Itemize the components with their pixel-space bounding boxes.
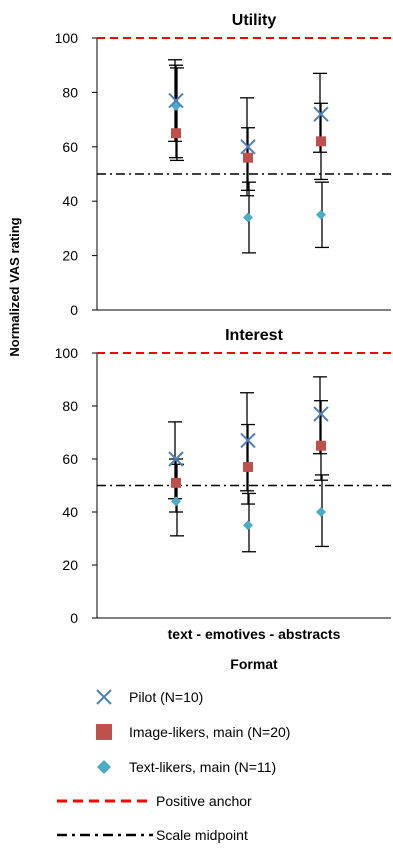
y-tick-label: 80 <box>62 398 78 414</box>
y-tick-label: 60 <box>62 451 78 467</box>
y-tick-label: 20 <box>62 248 78 264</box>
y-tick-label: 0 <box>70 302 78 318</box>
image-point <box>316 136 326 147</box>
legend-item-anchor: Positive anchor <box>57 793 252 809</box>
text-point <box>316 507 326 517</box>
y-axis-label: Normalized VAS rating <box>7 217 22 356</box>
legend-item-midpoint: Scale midpoint <box>57 827 248 843</box>
text-point <box>316 209 326 220</box>
y-tick-label: 40 <box>62 193 78 209</box>
error-bar <box>170 67 184 162</box>
legend-label: Positive anchor <box>156 793 252 809</box>
pilot-point <box>168 451 184 467</box>
panel-utility: Utility 0 20 40 60 80 100 <box>55 12 391 318</box>
text-point <box>243 212 253 223</box>
legend-swatch <box>96 689 112 705</box>
pilot-point <box>313 106 329 122</box>
y-tick-label: 80 <box>62 84 78 100</box>
category-labels: text - emotives - abstracts <box>168 626 341 642</box>
legend-swatch <box>96 724 112 740</box>
image-point <box>243 461 253 472</box>
y-tick-label: 100 <box>55 345 79 361</box>
text-point <box>171 496 181 507</box>
image-point <box>316 440 326 451</box>
legend-label: Scale midpoint <box>156 827 248 843</box>
image-point <box>243 152 253 163</box>
chart-title: Utility <box>232 12 277 29</box>
pilot-point <box>240 139 256 155</box>
legend: Pilot (N=10) Image-likers, main (N=20) Tex… <box>57 689 290 843</box>
legend-label: Image-likers, main (N=20) <box>129 724 290 740</box>
pilot-point <box>313 406 329 422</box>
panel-interest: Interest 0 20 40 60 80 100 <box>55 327 391 626</box>
y-tick-label: 40 <box>62 504 78 520</box>
y-tick-label: 60 <box>62 139 78 155</box>
x-axis-label: Format <box>230 656 278 672</box>
legend-swatch <box>97 760 111 774</box>
y-tick-label: 0 <box>70 610 78 626</box>
legend-item-image: Image-likers, main (N=20) <box>96 724 290 740</box>
legend-item-text: Text-likers, main (N=11) <box>97 759 276 775</box>
legend-label: Pilot (N=10) <box>129 689 203 705</box>
legend-item-pilot: Pilot (N=10) <box>96 689 203 705</box>
pilot-point <box>168 92 184 109</box>
image-point <box>171 128 181 139</box>
text-point <box>243 520 253 531</box>
y-tick-label: 100 <box>55 30 79 46</box>
legend-label: Text-likers, main (N=11) <box>129 759 276 775</box>
pilot-point <box>240 432 256 449</box>
y-tick-label: 20 <box>62 557 78 573</box>
chart-title: Interest <box>225 327 283 344</box>
image-point <box>171 477 181 488</box>
error-bar <box>169 64 183 159</box>
text-point <box>171 101 181 111</box>
